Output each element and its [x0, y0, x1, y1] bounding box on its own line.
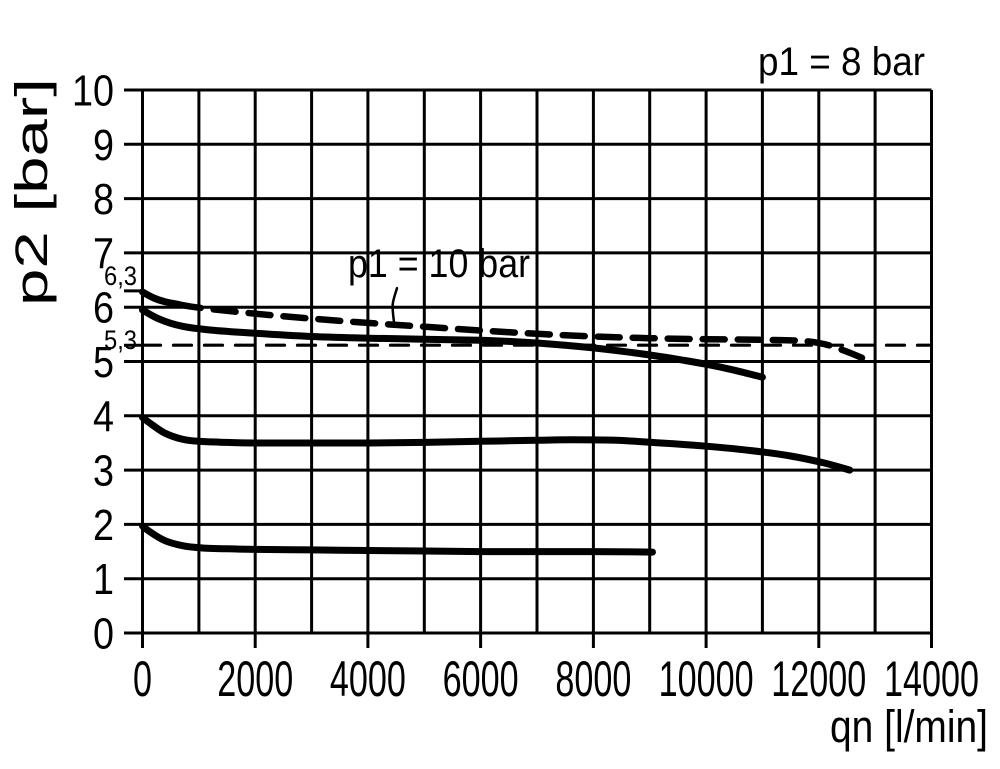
curve-p1-10-bar-flow-curve-solid-start	[139, 288, 183, 308]
y-tick-label: 1	[93, 555, 114, 604]
curve-setpoint-1.5-bar-flow-curve	[139, 522, 656, 556]
annotation-layer	[391, 286, 399, 324]
grid-lines	[124, 88, 933, 648]
y-tick-label: 10	[72, 67, 114, 116]
y-tick-label: 9	[93, 121, 114, 170]
y-tick-label: 6	[93, 284, 114, 333]
y-tick-label: 3	[93, 447, 114, 496]
x-axis-label: qn [l/min]	[830, 701, 988, 752]
x-tick-label: 2000	[217, 651, 293, 707]
x-tick-label: 14000	[884, 651, 979, 707]
curve-setpoint-3.5-bar-flow-curve	[139, 413, 854, 474]
axes	[124, 90, 144, 648]
y-tick-label: 7	[93, 229, 114, 278]
annotation-p1-10-bar: p1 = 10 bar	[348, 242, 530, 286]
y-tick-label: 8	[93, 175, 114, 224]
y-tick-label: 5	[93, 338, 114, 387]
data-curves	[139, 288, 934, 556]
x-tick-label: 6000	[443, 651, 519, 707]
chart-title-p1-8-bar: p1 = 8 bar	[758, 40, 925, 84]
x-tick-label: 12000	[771, 651, 866, 707]
x-tick-label: 10000	[659, 651, 754, 707]
y-tick-label: 0	[93, 610, 114, 659]
y-tick-label: 4	[93, 392, 114, 441]
annotation-leader-line	[391, 286, 399, 324]
x-tick-label: 4000	[330, 651, 406, 707]
y-extra-tick-label: 6,3	[104, 261, 137, 291]
curve-p1-8-bar-flow-curve	[139, 306, 766, 381]
y-tick-label: 2	[93, 501, 114, 550]
x-tick-label: 8000	[555, 651, 631, 707]
curve-p1-10-bar-flow-curve	[175, 301, 870, 364]
x-tick-label: 0	[133, 651, 152, 707]
y-extra-tick-label: 5,3	[104, 325, 137, 355]
y-axis-label: p2 [bar]	[6, 78, 57, 306]
